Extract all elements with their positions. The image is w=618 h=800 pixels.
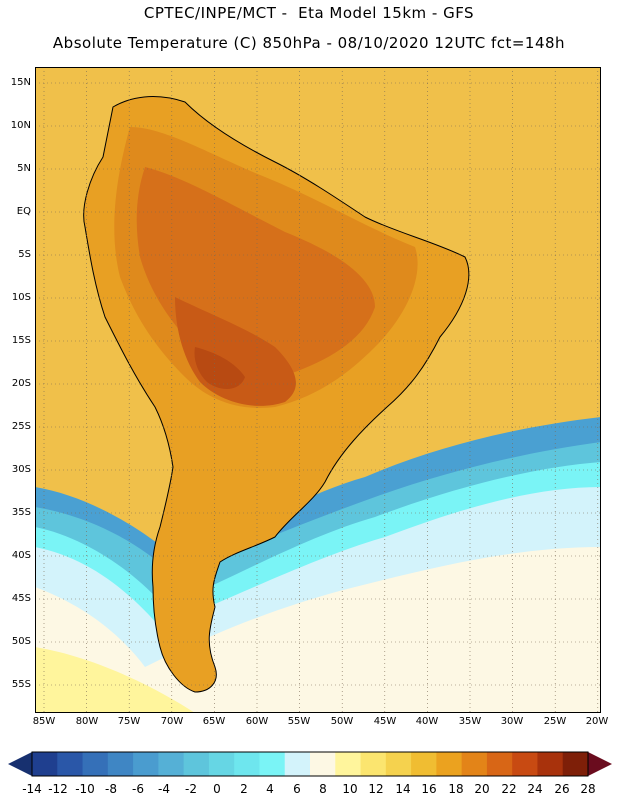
lon-label-30w: 30W xyxy=(500,716,524,727)
colorbar-swatch xyxy=(158,752,185,776)
land-heat-zone-4 xyxy=(194,347,245,389)
colorbar-label: 12 xyxy=(368,782,384,796)
lon-label-20w: 20W xyxy=(585,716,609,727)
colorbar-swatch xyxy=(310,752,336,776)
colorbar-label: 8 xyxy=(319,782,327,796)
lon-label-45w: 45W xyxy=(373,716,397,727)
lat-label-55s: 55S xyxy=(11,679,31,690)
colorbar-frame xyxy=(31,751,589,777)
lat-label-10n: 10N xyxy=(10,120,31,131)
colorbar-label: -10 xyxy=(75,782,95,796)
colorbar-swatch xyxy=(512,752,538,776)
colorbar-swatch xyxy=(335,752,362,776)
lon-label-40w: 40W xyxy=(415,716,439,727)
colorbar-swatch xyxy=(411,752,437,776)
lat-label-5n: 5N xyxy=(17,163,31,174)
colorbar-swatch xyxy=(537,752,564,776)
colorbar-label: 4 xyxy=(266,782,274,796)
colorbar-label: -14 xyxy=(22,782,42,796)
colorbar-label: 2 xyxy=(240,782,248,796)
colorbar-swatch xyxy=(183,752,210,776)
colorbar-label: 28 xyxy=(580,782,596,796)
colorbar-swatches xyxy=(32,752,589,776)
colorbar-swatch xyxy=(360,752,387,776)
lon-label-35w: 35W xyxy=(458,716,482,727)
colorbar-swatch xyxy=(133,752,159,776)
colorbar-label: 16 xyxy=(421,782,437,796)
lat-label-50s: 50S xyxy=(11,636,31,647)
colorbar-label: -6 xyxy=(132,782,144,796)
colorbar-label: 6 xyxy=(293,782,301,796)
colorbar-label: 22 xyxy=(501,782,517,796)
lat-label-15n: 15N xyxy=(10,77,31,88)
lon-label-50w: 50W xyxy=(330,716,354,727)
colorbar-label: 26 xyxy=(554,782,570,796)
map-frame xyxy=(35,67,601,713)
colorbar-swatch xyxy=(32,752,58,776)
colorbar-swatch xyxy=(234,752,260,776)
lon-label-25w: 25W xyxy=(543,716,567,727)
lat-label-45s: 45S xyxy=(11,593,31,604)
colorbar-label: -2 xyxy=(185,782,197,796)
colorbar-swatch xyxy=(284,752,311,776)
lon-label-65w: 65W xyxy=(202,716,226,727)
colorbar xyxy=(8,751,612,777)
lon-label-80w: 80W xyxy=(75,716,99,727)
lat-label-25s: 25S xyxy=(11,421,31,432)
colorbar-label: 14 xyxy=(395,782,411,796)
lat-label-eq: EQ xyxy=(16,206,31,217)
lon-label-75w: 75W xyxy=(117,716,141,727)
colorbar-label: -4 xyxy=(158,782,170,796)
colorbar-label: -12 xyxy=(48,782,68,796)
temperature-map xyxy=(35,67,601,713)
colorbar-label: 0 xyxy=(213,782,221,796)
colorbar-label: 20 xyxy=(474,782,490,796)
colorbar-swatch xyxy=(461,752,488,776)
lat-label-20s: 20S xyxy=(11,378,31,389)
lon-label-55w: 55W xyxy=(287,716,311,727)
colorbar-swatch xyxy=(107,752,134,776)
colorbar-label: 24 xyxy=(527,782,543,796)
chart-title-line2: Absolute Temperature (C) 850hPa - 08/10/… xyxy=(52,34,566,52)
colorbar-swatch xyxy=(57,752,84,776)
lat-label-10s: 10S xyxy=(11,292,31,303)
lon-label-85w: 85W xyxy=(32,716,56,727)
colorbar-swatch xyxy=(208,752,235,776)
lat-label-35s: 35S xyxy=(11,507,31,518)
colorbar-swatch xyxy=(436,752,463,776)
colorbar-swatch xyxy=(82,752,109,776)
colorbar-label: 10 xyxy=(342,782,358,796)
colorbar-swatch xyxy=(259,752,286,776)
lat-label-5s: 5S xyxy=(18,249,31,260)
lon-label-70w: 70W xyxy=(160,716,184,727)
chart-title-line1: CPTEC/INPE/MCT - Eta Model 15km - GFS xyxy=(143,4,475,22)
colorbar-swatch xyxy=(385,752,412,776)
colorbar-label: 18 xyxy=(448,782,464,796)
lat-label-30s: 30S xyxy=(11,464,31,475)
colorbar-under-triangle xyxy=(8,752,32,776)
lat-label-40s: 40S xyxy=(11,550,31,561)
colorbar-label: -8 xyxy=(105,782,117,796)
lon-label-60w: 60W xyxy=(245,716,269,727)
colorbar-swatch xyxy=(486,752,513,776)
lat-label-15s: 15S xyxy=(11,335,31,346)
temperature-band-cold-6 xyxy=(35,647,195,713)
colorbar-swatch xyxy=(562,752,589,776)
colorbar-over-triangle xyxy=(588,752,612,776)
